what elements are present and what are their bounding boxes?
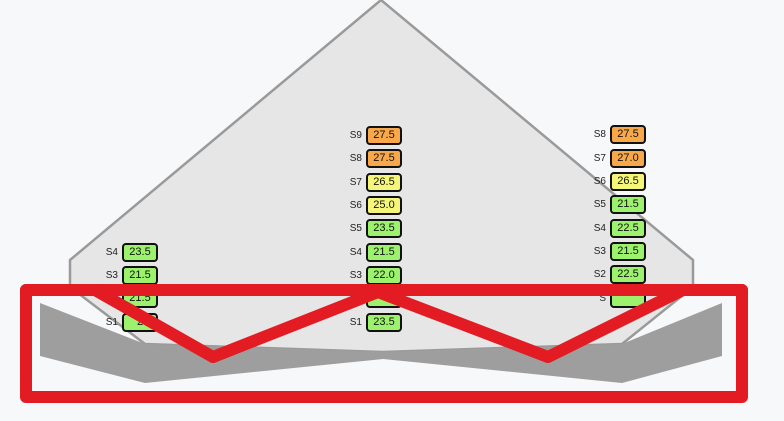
sensor-left-1[interactable]: S4 23.5 (104, 242, 158, 262)
sensor-name: S4 (105, 246, 118, 258)
sensor-value[interactable]: 21.5 (366, 242, 402, 262)
sensor-right-7[interactable]: S2 22.5 (592, 265, 646, 285)
sensor-value[interactable]: 21.5 (122, 265, 158, 285)
sensor-value[interactable]: 27.5 (366, 149, 402, 169)
sensor-name: S6 (349, 200, 362, 211)
sensor-right-3[interactable]: S6 26.5 (592, 172, 646, 191)
sensor-value[interactable]: 26.5 (610, 172, 646, 191)
sensor-name: S8 (349, 153, 362, 165)
sensor-name: S2 (593, 269, 606, 281)
sensor-center-5[interactable]: S5 23.5 (348, 219, 402, 239)
sensor-name: S6 (593, 176, 606, 187)
sensor-value[interactable]: 25.0 (366, 196, 402, 215)
sensor-right-6[interactable]: S3 21.5 (592, 241, 646, 261)
sensor-value[interactable]: 21.5 (610, 241, 646, 261)
sensor-name: S3 (105, 269, 118, 281)
sensor-name: S1 (349, 316, 362, 328)
sensor-name: S9 (349, 130, 362, 142)
sensor-value[interactable]: 23.5 (366, 312, 402, 332)
sensor-value[interactable]: 23.5 (122, 242, 158, 262)
sensor-value[interactable]: 22.5 (610, 218, 646, 238)
sensor-center-3[interactable]: S7 26.5 (348, 172, 402, 192)
sensor-name: S7 (593, 152, 606, 164)
sensor-name: S5 (349, 223, 362, 235)
sensor-center-1[interactable]: S9 27.5 (348, 126, 402, 146)
sensor-value[interactable]: 23.5 (366, 219, 402, 239)
sensor-name: S8 (593, 129, 606, 141)
sensor-value[interactable]: 22.0 (366, 265, 402, 285)
sensor-center-4[interactable]: S6 25.0 (348, 196, 402, 215)
sensor-name: S4 (349, 246, 362, 258)
sensor-name: S3 (593, 245, 606, 257)
sensor-right-5[interactable]: S4 22.5 (592, 218, 646, 238)
sensor-value[interactable]: 26.5 (366, 172, 402, 192)
sensor-name: S7 (349, 176, 362, 188)
sensor-right-4[interactable]: S5 21.5 (592, 195, 646, 215)
sensor-value[interactable]: 21.5 (610, 195, 646, 215)
sensor-center-6[interactable]: S4 21.5 (348, 242, 402, 262)
sensor-value[interactable]: 27.5 (366, 126, 402, 146)
sensor-value[interactable]: 22.5 (610, 265, 646, 285)
sensor-name: S3 (349, 269, 362, 281)
sensor-name: S (599, 292, 606, 304)
sensor-center-9[interactable]: S1 23.5 (348, 312, 402, 332)
silo-floor (40, 303, 722, 383)
sensor-name: S1 (105, 316, 118, 328)
sensor-value[interactable]: 27.0 (610, 148, 646, 168)
annotation-stroke (20, 284, 748, 363)
sensor-center-2[interactable]: S8 27.5 (348, 149, 402, 169)
sensor-name: S5 (593, 199, 606, 211)
sensor-right-1[interactable]: S8 27.5 (592, 125, 646, 145)
sensor-center-7[interactable]: S3 22.0 (348, 265, 402, 285)
sensor-name: S4 (593, 222, 606, 234)
sensor-left-2[interactable]: S3 21.5 (104, 265, 158, 285)
sensor-value[interactable]: 27.5 (610, 125, 646, 145)
sensor-right-2[interactable]: S7 27.0 (592, 148, 646, 168)
